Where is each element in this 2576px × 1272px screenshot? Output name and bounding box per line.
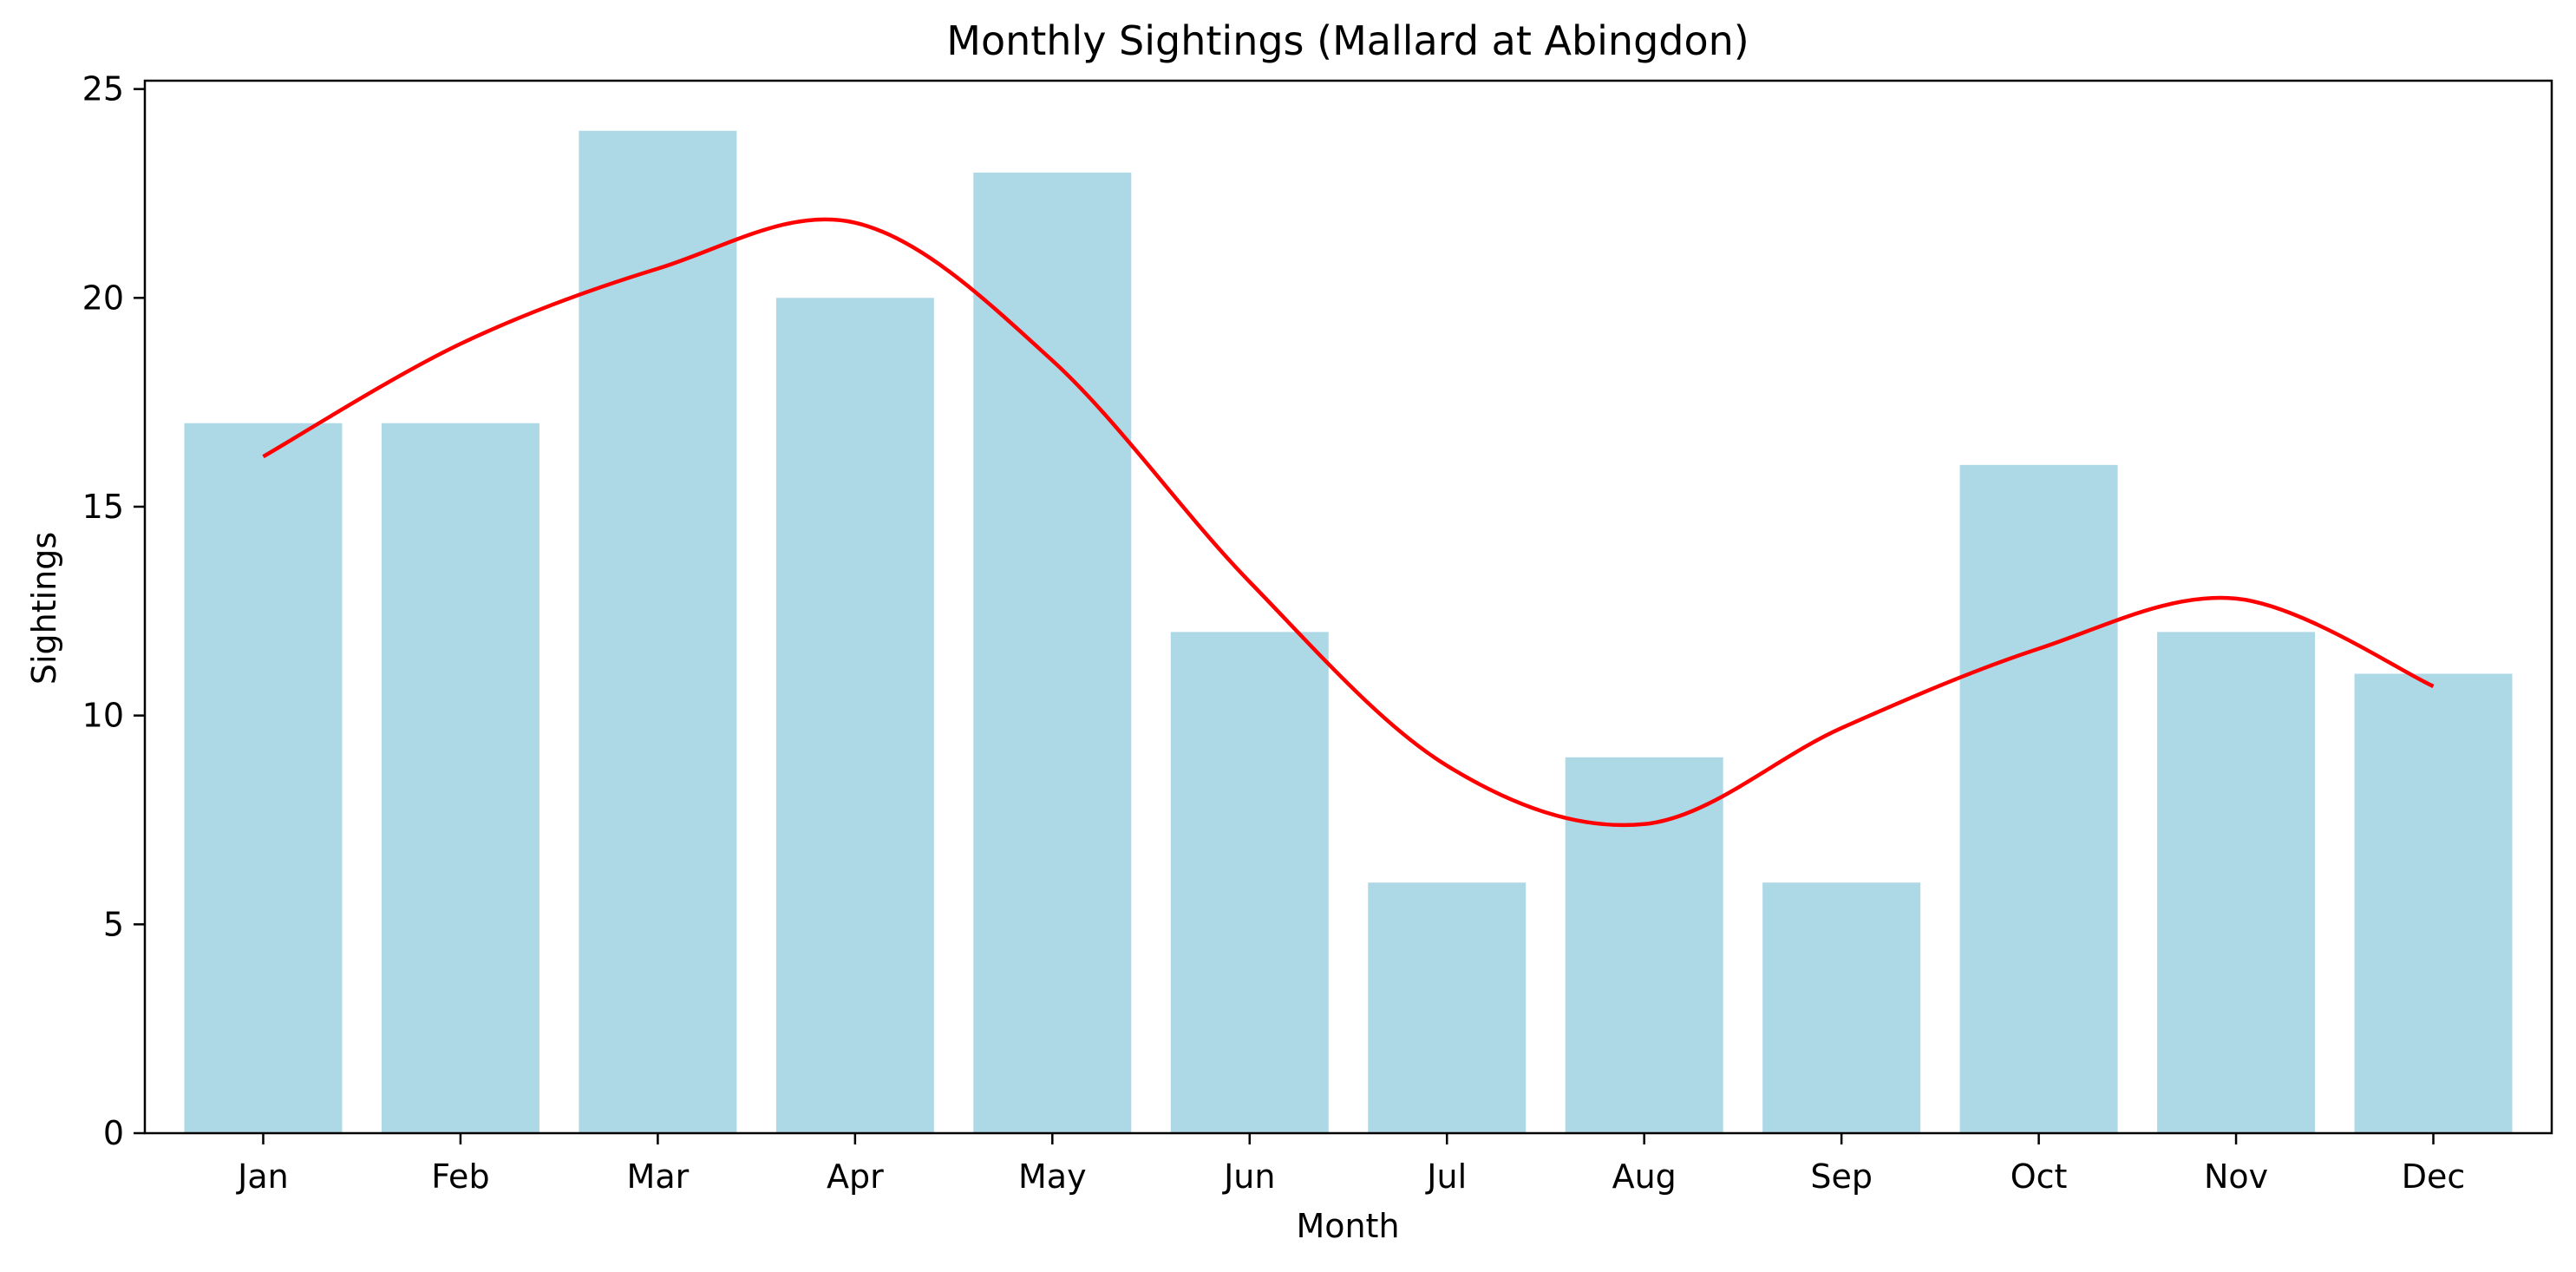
x-tick-label-mar: Mar <box>627 1157 690 1196</box>
x-tick-label-apr: Apr <box>827 1157 884 1196</box>
text-layer: Monthly Sightings (Mallard at Abingdon) … <box>25 17 1749 1245</box>
x-axis-label: Month <box>1296 1207 1399 1245</box>
bar-jul <box>1368 882 1527 1133</box>
chart-title: Monthly Sightings (Mallard at Abingdon) <box>946 17 1749 64</box>
x-tick-label-sep: Sep <box>1810 1157 1873 1196</box>
y-tick-label-0: 0 <box>103 1114 124 1152</box>
bar-may <box>973 172 1132 1133</box>
y-tick-label-20: 20 <box>82 279 124 317</box>
x-tick-label-dec: Dec <box>2402 1157 2466 1196</box>
bar-jun <box>1170 632 1329 1133</box>
x-tick-label-nov: Nov <box>2204 1157 2268 1196</box>
bar-aug <box>1565 757 1723 1133</box>
line-layer <box>262 217 2435 828</box>
x-tick-label-aug: Aug <box>1612 1157 1677 1196</box>
x-tick-label-oct: Oct <box>2010 1157 2068 1196</box>
bars-layer <box>184 130 2513 1133</box>
bar-mar <box>579 130 737 1133</box>
x-tick-label-jul: Jul <box>1425 1157 1467 1196</box>
bar-sep <box>1762 882 1921 1133</box>
axes-layer: Jan Feb Mar Apr May Jun Jul Aug Sep Oct Nov Dec 0 5 10… <box>82 70 2553 1196</box>
y-tick-label-5: 5 <box>103 905 124 943</box>
bar-feb <box>381 423 539 1133</box>
trend-line <box>262 217 2435 828</box>
x-tick-label-may: May <box>1018 1157 1087 1196</box>
bar-apr <box>775 298 934 1133</box>
x-tick-label-feb: Feb <box>431 1157 489 1196</box>
y-axis-label: Sightings <box>25 532 63 685</box>
y-tick-label-25: 25 <box>82 70 124 108</box>
plot-frame <box>143 79 2553 1135</box>
bar-nov <box>2157 632 2316 1133</box>
bar-oct <box>1959 464 2118 1133</box>
y-tick-label-10: 10 <box>82 697 124 735</box>
x-tick-label-jan: Jan <box>236 1157 289 1196</box>
bar-jan <box>184 423 343 1133</box>
y-tick-label-15: 15 <box>82 488 124 526</box>
x-tick-label-jun: Jun <box>1222 1157 1275 1196</box>
bar-dec <box>2354 673 2513 1133</box>
